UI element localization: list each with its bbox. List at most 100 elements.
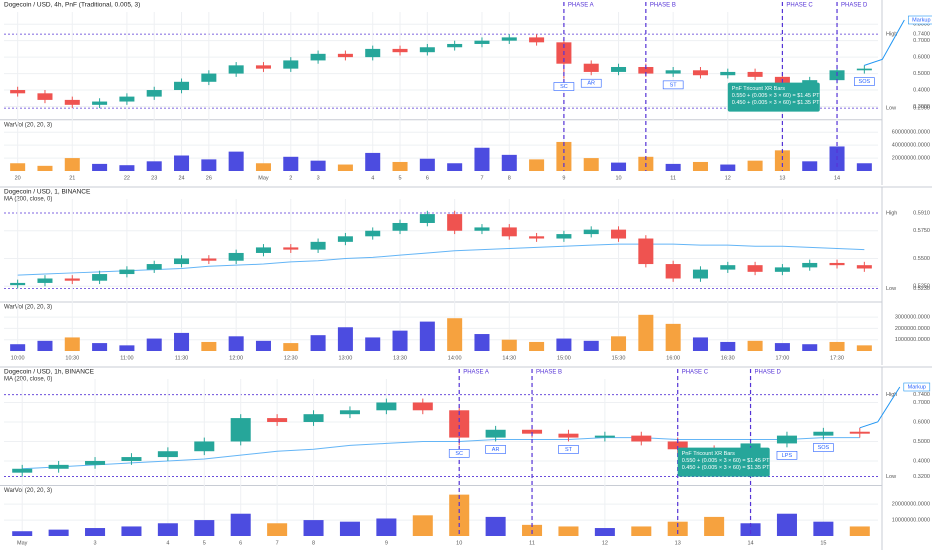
- y-tick-label: 0.5000: [913, 439, 930, 445]
- candle-body: [583, 63, 599, 72]
- volume-bar: [10, 344, 26, 351]
- volume-bar: [157, 523, 178, 536]
- x-tick-label: 3: [94, 540, 97, 546]
- x-tick-label: 8: [312, 540, 315, 546]
- candle-body: [12, 468, 33, 473]
- y-tick-label: 0.8000: [913, 22, 930, 28]
- volume-bar: [337, 164, 353, 171]
- candle-body: [829, 262, 845, 266]
- volume-bar: [583, 158, 599, 171]
- phase-label: PHASE B: [536, 370, 562, 376]
- x-tick-label: 14: [834, 175, 840, 181]
- volume-bar: [631, 526, 652, 536]
- x-tick-label: 11: [670, 175, 676, 181]
- candle-body: [92, 274, 108, 281]
- candle-body: [85, 460, 106, 465]
- x-tick-label: 24: [178, 175, 184, 181]
- level-value: 0.7400: [913, 32, 930, 38]
- candle-body: [556, 234, 572, 239]
- candle-body: [255, 247, 271, 253]
- candle-body: [201, 258, 217, 261]
- y-tick-label: 0.3000: [913, 104, 930, 110]
- candle-body: [228, 252, 244, 261]
- candle-body: [813, 431, 834, 436]
- volume-bar: [485, 516, 506, 536]
- volume-bar: [556, 338, 572, 351]
- volume-bar: [255, 340, 271, 351]
- candle-body: [720, 71, 736, 76]
- phase-label: PHASE C: [786, 3, 813, 9]
- candle-body: [339, 410, 360, 415]
- x-tick-label: 15:30: [612, 355, 626, 361]
- level-value: 0.3200: [913, 474, 930, 480]
- y-tick-label: 0.6000: [913, 55, 930, 61]
- volume-bar: [747, 340, 763, 351]
- candle-body: [228, 65, 244, 74]
- candle-body: [802, 80, 818, 84]
- candle-body: [37, 278, 53, 283]
- volume-bar: [283, 156, 299, 171]
- event-label: AR: [587, 81, 595, 87]
- volume-bar: [856, 345, 872, 351]
- markup-box: [903, 382, 931, 392]
- candle-body: [449, 410, 470, 438]
- level-value: 0.2900: [913, 106, 930, 112]
- candle-body: [474, 227, 490, 231]
- x-tick-label: 6: [239, 540, 242, 546]
- level-name: Low: [886, 106, 896, 112]
- volume-bar: [337, 327, 353, 351]
- x-tick-label: 11:30: [175, 355, 188, 361]
- candle-body: [174, 81, 190, 91]
- candle-body: [194, 441, 215, 452]
- candle-body: [283, 247, 299, 250]
- candle-body: [392, 222, 408, 231]
- y-tick-label: 0.6000: [913, 419, 930, 425]
- volume-bar: [740, 523, 761, 536]
- volume-bar: [201, 341, 217, 351]
- volume-bar: [12, 531, 33, 536]
- candle-body: [802, 262, 818, 268]
- volume-bar: [594, 528, 615, 536]
- x-tick-label: 2: [289, 175, 292, 181]
- x-tick-label: 14: [747, 540, 753, 546]
- candle-body: [631, 435, 652, 442]
- volume-bar: [704, 516, 725, 536]
- volume-bar: [174, 332, 190, 351]
- x-tick-label: 12: [602, 540, 608, 546]
- x-tick-label: 12: [725, 175, 731, 181]
- note-text: 0.450 + (0.005 × 3 × 60) = $1.35 PT: [682, 465, 770, 471]
- volume-bar: [267, 523, 288, 536]
- volume-bar: [474, 147, 490, 171]
- volume-bar: [529, 159, 545, 171]
- volume-bar: [692, 337, 708, 351]
- volume-bar: [64, 337, 80, 351]
- volume-label: WarVol (20, 20, 3): [4, 122, 52, 128]
- event-label: LPS: [782, 453, 793, 459]
- candle-body: [485, 429, 506, 438]
- event-box: [813, 443, 834, 452]
- y-tick-label: 0.5750: [913, 228, 930, 234]
- volume-bar: [48, 529, 69, 536]
- volume-bar: [419, 321, 435, 351]
- x-tick-label: 6: [426, 175, 429, 181]
- x-tick-label: 9: [385, 540, 388, 546]
- event-box: [776, 451, 798, 460]
- volume-bar: [146, 338, 162, 351]
- volume-bar: [856, 163, 872, 171]
- level-name: Low: [886, 286, 896, 292]
- phase-label: PHASE B: [650, 3, 676, 9]
- event-label: SC: [560, 84, 568, 90]
- candle-body: [856, 68, 872, 71]
- candle-body: [174, 258, 190, 265]
- volume-bar: [583, 340, 599, 351]
- candle-body: [692, 70, 708, 76]
- markup-box: [908, 15, 932, 25]
- candle-body: [146, 264, 162, 270]
- x-tick-label: May: [258, 175, 269, 181]
- level-name: High: [886, 392, 897, 398]
- volume-bar: [121, 526, 142, 536]
- x-tick-label: 8: [508, 175, 511, 181]
- volume-bar: [419, 158, 435, 171]
- candle-body: [119, 269, 135, 275]
- candle-body: [594, 435, 615, 438]
